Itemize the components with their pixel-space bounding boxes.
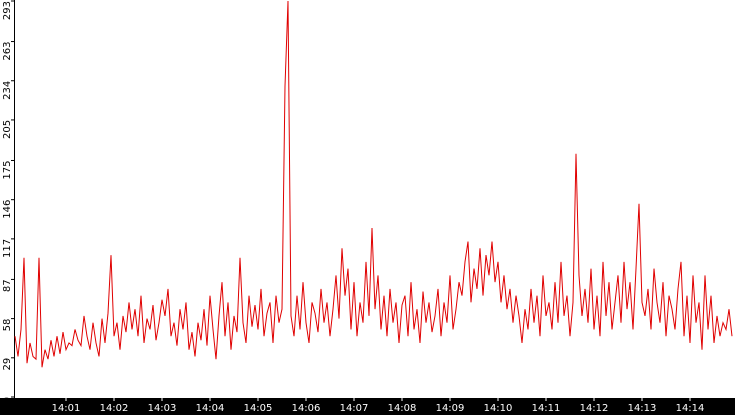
y-tick-label: 234 [2,81,13,100]
y-tick-label: 58 [2,319,13,332]
x-tick-label: 14:12 [580,403,609,414]
x-tick-label: 14:10 [484,403,513,414]
y-tick-label: 263 [2,42,13,61]
x-tick-label: 14:05 [244,403,273,414]
y-tick-label: 293 [2,1,13,20]
x-tick-label: 14:08 [388,403,417,414]
x-tick-label: 14:02 [100,403,129,414]
y-tick-label: 205 [2,120,13,139]
x-tick-label: 14:07 [340,403,369,414]
x-tick-label: 14:03 [148,403,177,414]
y-tick-label: 146 [2,200,13,219]
y-tick-label: 175 [2,160,13,179]
y-tick-label: 117 [2,239,13,258]
x-tick-label: 14:06 [292,403,321,414]
y-tick-label: 87 [2,279,13,292]
x-tick-label: 14:13 [628,403,657,414]
series-line [14,0,733,368]
x-tick-label: 14:14 [676,403,705,414]
x-tick-label: 14:09 [436,403,465,414]
x-tick-label: 14:01 [52,403,81,414]
y-tick-label: 0 [2,397,13,403]
x-axis-band [0,398,735,415]
y-tick-label: 29 [2,358,13,371]
x-tick-label: 14:11 [532,403,561,414]
x-tick-label: 14:04 [196,403,225,414]
